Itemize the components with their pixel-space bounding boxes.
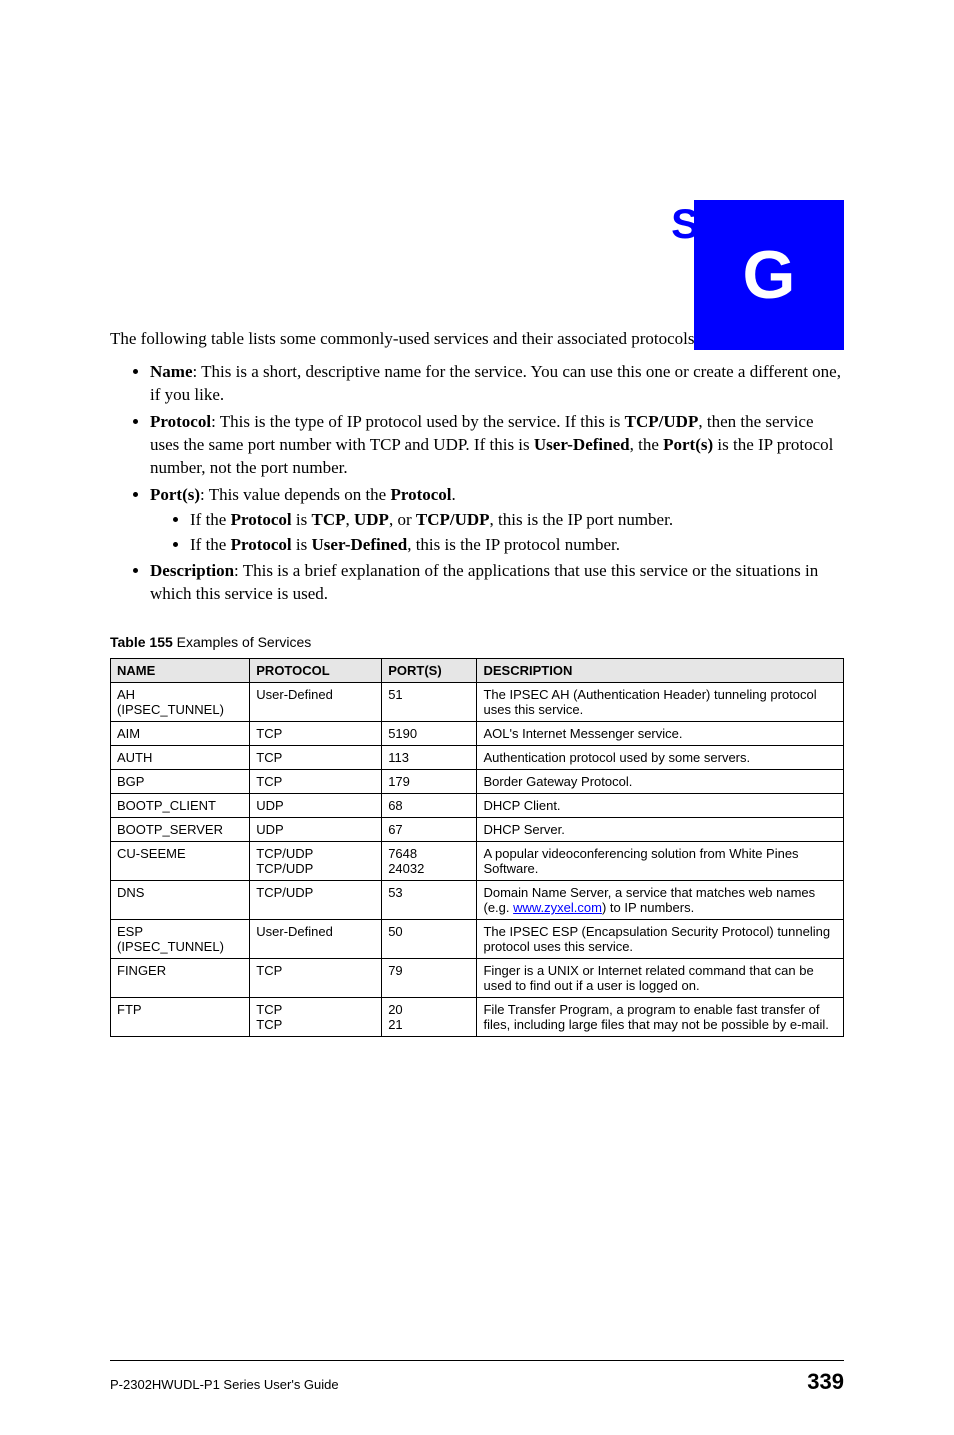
- cell-name: ESP(IPSEC_TUNNEL): [111, 920, 250, 959]
- ports-sub-list: If the Protocol is TCP, UDP, or TCP/UDP,…: [150, 509, 844, 557]
- cell-description: DHCP Client.: [477, 794, 844, 818]
- footer: P-2302HWUDL-P1 Series User's Guide 339: [110, 1360, 844, 1395]
- def-ports-label: Port(s): [150, 485, 200, 504]
- th-ports: PORT(S): [382, 659, 477, 683]
- cell-description: The IPSEC ESP (Encapsulation Security Pr…: [477, 920, 844, 959]
- cell-protocol: TCP: [250, 959, 382, 998]
- table-row: AH(IPSEC_TUNNEL)User-Defined51The IPSEC …: [111, 683, 844, 722]
- cell-port: 50: [382, 920, 477, 959]
- cell-port: 79: [382, 959, 477, 998]
- cell-name: FTP: [111, 998, 250, 1037]
- th-protocol: PROTOCOL: [250, 659, 382, 683]
- table-row: BGPTCP179Border Gateway Protocol.: [111, 770, 844, 794]
- link[interactable]: www.zyxel.com: [513, 900, 602, 915]
- cell-description: DHCP Server.: [477, 818, 844, 842]
- definitions-list: Name: This is a short, descriptive name …: [110, 361, 844, 606]
- cell-description: AOL's Internet Messenger service.: [477, 722, 844, 746]
- ports-sub-2: If the Protocol is User-Defined, this is…: [190, 534, 844, 557]
- cell-protocol: TCP: [250, 770, 382, 794]
- table-caption-num: Table 155: [110, 634, 173, 650]
- cell-port: 2021: [382, 998, 477, 1037]
- appendix-block: G: [694, 200, 844, 350]
- cell-name: DNS: [111, 881, 250, 920]
- def-protocol: Protocol: This is the type of IP protoco…: [150, 411, 844, 480]
- cell-protocol: User-Defined: [250, 920, 382, 959]
- def-name-label: Name: [150, 362, 192, 381]
- cell-port: 113: [382, 746, 477, 770]
- table-row: FTPTCPTCP2021File Transfer Program, a pr…: [111, 998, 844, 1037]
- table-row: ESP(IPSEC_TUNNEL)User-Defined50The IPSEC…: [111, 920, 844, 959]
- table-caption: Table 155 Examples of Services: [110, 634, 844, 650]
- cell-port: 5190: [382, 722, 477, 746]
- cell-name: AH(IPSEC_TUNNEL): [111, 683, 250, 722]
- table-row: CU-SEEMETCP/UDPTCP/UDP764824032A popular…: [111, 842, 844, 881]
- cell-protocol: TCP/UDPTCP/UDP: [250, 842, 382, 881]
- cell-name: FINGER: [111, 959, 250, 998]
- table-row: FINGERTCP79Finger is a UNIX or Internet …: [111, 959, 844, 998]
- ports-sub-1: If the Protocol is TCP, UDP, or TCP/UDP,…: [190, 509, 844, 532]
- services-table: NAME PROTOCOL PORT(S) DESCRIPTION AH(IPS…: [110, 658, 844, 1037]
- cell-port: 764824032: [382, 842, 477, 881]
- table-header-row: NAME PROTOCOL PORT(S) DESCRIPTION: [111, 659, 844, 683]
- cell-port: 68: [382, 794, 477, 818]
- def-name-text: : This is a short, descriptive name for …: [150, 362, 841, 404]
- table-row: AUTHTCP113Authentication protocol used b…: [111, 746, 844, 770]
- def-name: Name: This is a short, descriptive name …: [150, 361, 844, 407]
- cell-description: Authentication protocol used by some ser…: [477, 746, 844, 770]
- cell-protocol: UDP: [250, 794, 382, 818]
- cell-description: Border Gateway Protocol.: [477, 770, 844, 794]
- def-description: Description: This is a brief explanation…: [150, 560, 844, 606]
- cell-name: BOOTP_CLIENT: [111, 794, 250, 818]
- table-caption-text: Examples of Services: [173, 634, 312, 650]
- cell-protocol: TCP: [250, 722, 382, 746]
- def-protocol-label: Protocol: [150, 412, 211, 431]
- cell-name: CU-SEEME: [111, 842, 250, 881]
- cell-description: Finger is a UNIX or Internet related com…: [477, 959, 844, 998]
- cell-port: 53: [382, 881, 477, 920]
- cell-name: AIM: [111, 722, 250, 746]
- footer-guide-title: P-2302HWUDL-P1 Series User's Guide: [110, 1377, 339, 1392]
- cell-protocol: TCP: [250, 746, 382, 770]
- cell-description: The IPSEC AH (Authentication Header) tun…: [477, 683, 844, 722]
- cell-name: AUTH: [111, 746, 250, 770]
- def-description-label: Description: [150, 561, 234, 580]
- cell-description: A popular videoconferencing solution fro…: [477, 842, 844, 881]
- cell-description: Domain Name Server, a service that match…: [477, 881, 844, 920]
- cell-port: 67: [382, 818, 477, 842]
- cell-port: 179: [382, 770, 477, 794]
- cell-name: BOOTP_SERVER: [111, 818, 250, 842]
- appendix-letter: G: [743, 236, 796, 314]
- cell-protocol: UDP: [250, 818, 382, 842]
- cell-protocol: User-Defined: [250, 683, 382, 722]
- footer-page-number: 339: [807, 1369, 844, 1395]
- table-row: DNSTCP/UDP53Domain Name Server, a servic…: [111, 881, 844, 920]
- cell-protocol: TCPTCP: [250, 998, 382, 1037]
- page: G Services The following table lists som…: [0, 200, 954, 1435]
- th-name: NAME: [111, 659, 250, 683]
- cell-protocol: TCP/UDP: [250, 881, 382, 920]
- table-row: BOOTP_SERVERUDP67DHCP Server.: [111, 818, 844, 842]
- table-row: BOOTP_CLIENTUDP68DHCP Client.: [111, 794, 844, 818]
- def-ports: Port(s): This value depends on the Proto…: [150, 484, 844, 557]
- cell-description: File Transfer Program, a program to enab…: [477, 998, 844, 1037]
- th-desc: DESCRIPTION: [477, 659, 844, 683]
- cell-port: 51: [382, 683, 477, 722]
- table-row: AIMTCP5190AOL's Internet Messenger servi…: [111, 722, 844, 746]
- cell-name: BGP: [111, 770, 250, 794]
